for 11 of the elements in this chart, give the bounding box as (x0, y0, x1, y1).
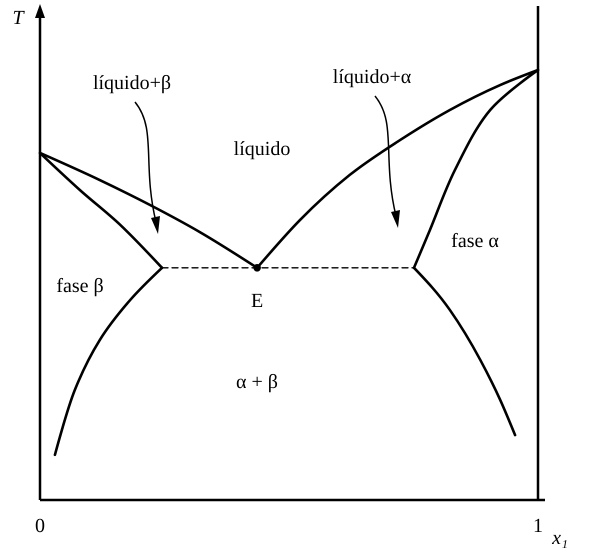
annotation: α + β (236, 370, 278, 393)
y-axis-title: T (12, 7, 26, 29)
x-tick-label: 1 (533, 515, 543, 537)
annotation: líquido (234, 138, 290, 160)
x-tick-label: 0 (35, 515, 45, 537)
annotation: líquido+β (92, 72, 172, 94)
annotation: líquido+α (332, 66, 412, 88)
annotation: fase α (451, 230, 500, 252)
annotation: E (251, 289, 264, 312)
x-axis-title: x₁ (551, 527, 568, 549)
annotation: fase β (56, 274, 104, 297)
